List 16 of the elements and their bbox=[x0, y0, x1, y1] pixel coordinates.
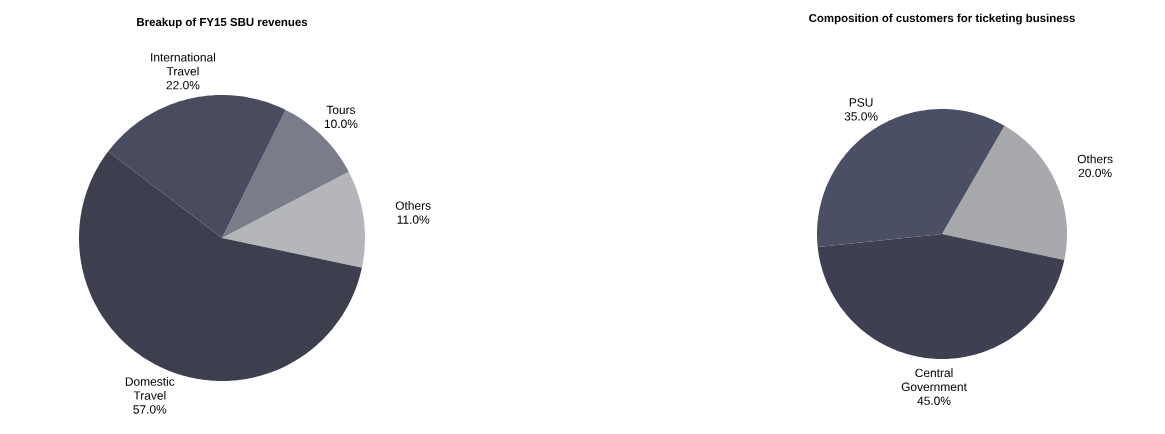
slice-label: Tours bbox=[326, 105, 356, 115]
data-label: 35.0% bbox=[844, 112, 878, 121]
data-label: 45.0% bbox=[917, 396, 951, 406]
chart-title: Composition of customers for ticketing business bbox=[809, 13, 1075, 25]
slice-label: Others bbox=[1077, 154, 1113, 164]
slice-label: PSU bbox=[849, 98, 873, 107]
data-label: 57.0% bbox=[133, 405, 167, 414]
data-label: 11.0% bbox=[397, 215, 430, 224]
slice-label: Domestic Travel bbox=[125, 377, 175, 400]
data-label: 22.0% bbox=[166, 80, 200, 90]
data-label: 20.0% bbox=[1078, 168, 1112, 178]
slice-label: International Travel bbox=[151, 52, 216, 76]
slice-label: Others bbox=[395, 201, 431, 210]
chart-title: Breakup of FY15 SBU revenues bbox=[137, 17, 308, 29]
slice-label: Central Government bbox=[901, 368, 967, 392]
data-label: 10.0% bbox=[324, 119, 358, 129]
